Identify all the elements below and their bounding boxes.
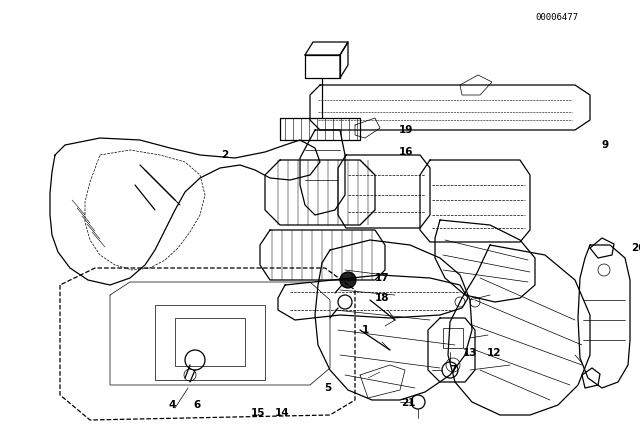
Text: 2: 2 xyxy=(221,150,228,160)
Circle shape xyxy=(340,272,356,288)
Text: 15: 15 xyxy=(251,408,265,418)
Text: 14: 14 xyxy=(275,408,289,418)
Text: 4: 4 xyxy=(168,400,176,410)
Text: 7: 7 xyxy=(449,365,457,375)
Text: 17: 17 xyxy=(374,273,389,283)
Text: 9: 9 xyxy=(602,140,609,150)
Text: 12: 12 xyxy=(487,348,501,358)
Text: 6: 6 xyxy=(193,400,200,410)
Bar xyxy=(443,328,463,348)
Text: 20: 20 xyxy=(631,243,640,253)
Text: 13: 13 xyxy=(463,348,477,358)
Text: 19: 19 xyxy=(399,125,413,135)
Text: 1: 1 xyxy=(362,325,369,335)
Text: 00006477: 00006477 xyxy=(535,13,579,22)
Bar xyxy=(155,305,265,380)
Text: 18: 18 xyxy=(375,293,389,303)
Bar xyxy=(175,318,245,366)
Text: 16: 16 xyxy=(399,147,413,157)
Text: 5: 5 xyxy=(324,383,332,393)
Text: 21: 21 xyxy=(401,398,415,408)
